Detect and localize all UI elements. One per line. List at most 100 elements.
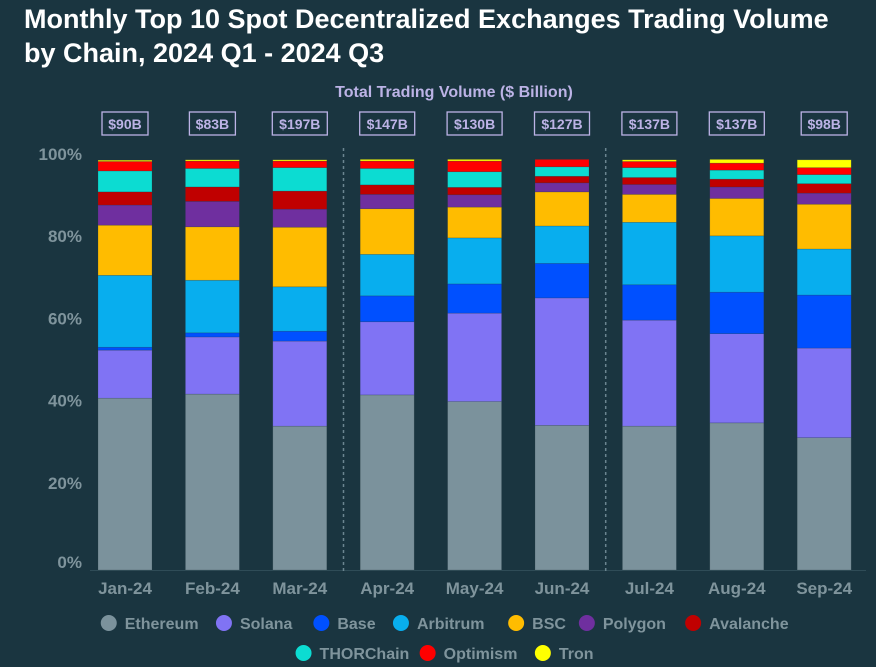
bar-segment-polygon — [622, 184, 677, 195]
bar-segment-ethereum — [97, 397, 153, 571]
x-tick-label: Jun-24 — [535, 579, 590, 598]
bar-segment-solana — [534, 297, 590, 426]
total-label-box — [188, 111, 237, 136]
legend-label: Avalanche — [709, 616, 789, 633]
total-label: $130B — [454, 116, 495, 132]
y-tick-label: 20% — [48, 474, 82, 493]
bar-segment-tron — [272, 159, 328, 162]
bar-segment-solana — [709, 333, 765, 424]
bar-segment-bsc — [534, 191, 590, 227]
bar-segment-optimism — [272, 160, 328, 168]
bar-segment-polygon — [447, 194, 502, 208]
bar-segment-solana — [447, 312, 502, 402]
x-tick-label: Mar-24 — [272, 579, 327, 598]
x-tick-label: Apr-24 — [360, 579, 414, 598]
legend-label: Tron — [559, 646, 594, 663]
bar-segment-arbitrum — [534, 225, 590, 264]
bar-segment-thorchain — [97, 170, 153, 193]
total-label-box — [533, 111, 591, 136]
y-tick-label: 40% — [48, 392, 82, 411]
bar-segment-tron — [622, 159, 677, 162]
bar-segment-bsc — [272, 226, 328, 288]
bar-segment-base — [447, 283, 502, 314]
total-label: $83B — [196, 116, 229, 132]
total-label-box — [359, 111, 416, 136]
bar-segment-tron — [185, 159, 240, 162]
total-label-box — [800, 111, 848, 136]
bar-segment-avalanche — [622, 177, 677, 185]
bar-segment-base — [272, 330, 328, 342]
total-label: $137B — [629, 116, 670, 132]
bar-segment-solana — [622, 319, 677, 427]
bar-segment-bsc — [709, 198, 765, 237]
legend-label: Base — [337, 616, 375, 633]
bar-segment-thorchain — [272, 167, 328, 192]
legend-label: Polygon — [603, 616, 666, 633]
legend-swatch-tron — [534, 645, 551, 661]
bar-segment-thorchain — [796, 174, 852, 184]
bar-segment-polygon — [272, 208, 328, 228]
legend-swatch-optimism — [419, 645, 436, 661]
bar-segment-optimism — [534, 159, 590, 168]
bar-segment-arbitrum — [185, 279, 240, 334]
bar-segment-avalanche — [534, 175, 590, 184]
legend-label: Optimism — [444, 646, 518, 663]
bar-segment-polygon — [185, 201, 240, 228]
chart-subtitle: Total Trading Volume ($ Billion) — [335, 84, 573, 101]
y-tick-label: 100% — [39, 145, 82, 164]
bar-segment-ethereum — [359, 394, 415, 571]
total-label: $197B — [279, 116, 320, 132]
bar-segment-thorchain — [447, 171, 502, 188]
legend-swatch-thorchain — [295, 645, 312, 661]
total-label: $98B — [807, 116, 840, 132]
bar-segment-ethereum — [796, 437, 852, 571]
chart-title: Monthly Top 10 Spot Decentralized Exchan… — [24, 4, 829, 68]
bar-segment-tron — [796, 159, 852, 168]
bar-segment-avalanche — [185, 186, 240, 202]
bar-segment-ethereum — [709, 422, 765, 571]
total-label: $137B — [716, 116, 757, 132]
bar-segment-thorchain — [534, 166, 590, 177]
legend-label: Arbitrum — [417, 616, 485, 633]
bar-segment-avalanche — [97, 191, 153, 206]
x-tick-label: Jan-24 — [98, 579, 152, 598]
total-label: $127B — [541, 116, 582, 132]
bar-segment-polygon — [796, 192, 852, 205]
bar-segment-polygon — [534, 182, 590, 193]
bar-segment-avalanche — [447, 187, 502, 196]
bar-segment-optimism — [709, 162, 765, 171]
x-tick-label: Sep-24 — [796, 579, 852, 598]
bar-segment-ethereum — [185, 393, 240, 571]
bar-segment-polygon — [97, 204, 153, 226]
y-tick-label: 80% — [48, 227, 82, 246]
legend-swatch-base — [313, 615, 330, 631]
bar-segment-base — [185, 332, 240, 338]
bar-segment-optimism — [622, 161, 677, 168]
bar-segment-base — [622, 284, 677, 321]
bar-segment-solana — [272, 340, 328, 427]
total-label-box — [271, 111, 328, 136]
x-tick-label: Feb-24 — [185, 579, 240, 598]
bar-segment-avalanche — [709, 178, 765, 188]
bar-segment-ethereum — [622, 425, 677, 571]
bar-segment-thorchain — [622, 167, 677, 178]
bar-segment-bsc — [185, 226, 240, 281]
bar-segment-avalanche — [796, 183, 852, 194]
total-label-box — [101, 111, 149, 136]
legend-swatch-ethereum — [100, 615, 117, 631]
total-label: $147B — [367, 116, 408, 132]
y-tick-label: 60% — [48, 309, 82, 328]
bar-segment-tron — [97, 159, 153, 162]
bar-segment-optimism — [185, 160, 240, 169]
bar-segment-bsc — [796, 203, 852, 250]
bar-segment-ethereum — [272, 425, 328, 571]
bar-segment-arbitrum — [359, 254, 415, 297]
bar-segment-bsc — [622, 194, 677, 223]
bar-segment-optimism — [97, 161, 153, 172]
bar-segment-avalanche — [272, 190, 328, 210]
bar-segment-polygon — [359, 194, 415, 210]
total-label-box — [446, 111, 503, 136]
bar-segment-ethereum — [534, 425, 590, 571]
y-tick-label: 0% — [57, 553, 82, 572]
